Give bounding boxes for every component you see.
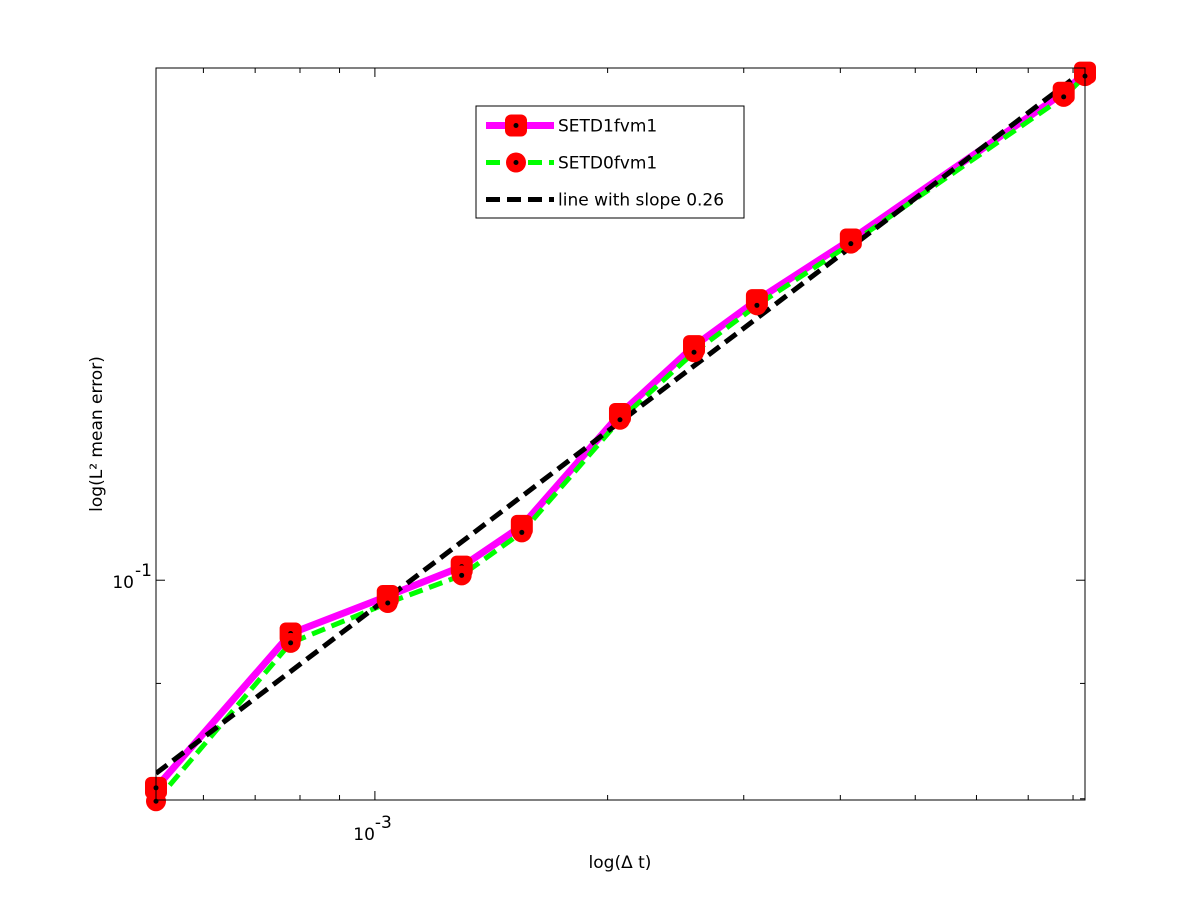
marker-center: [519, 529, 525, 535]
marker-center: [754, 302, 760, 308]
marker-center: [691, 349, 697, 355]
x-tick-label: 10: [353, 825, 375, 845]
legend: SETD1fvm1 SETD0fvm1 line with slope 0.26: [475, 105, 745, 219]
series-line: [156, 68, 1085, 776]
marker-center: [288, 640, 294, 646]
marker-center: [617, 417, 623, 423]
x-axis-label: log(Δ t): [589, 853, 652, 873]
legend-label: line with slope 0.26: [558, 191, 724, 211]
marker-center: [513, 123, 519, 128]
series: [156, 68, 1085, 776]
axes-frame: [155, 67, 1086, 801]
y-axis-label: log(L² mean error): [87, 356, 107, 512]
marker-center: [385, 600, 391, 606]
legend-label: SETD0fvm1: [558, 154, 657, 174]
marker-center: [848, 241, 854, 247]
legend-label: SETD1fvm1: [558, 117, 657, 137]
x-tick-exponent: -3: [375, 813, 392, 833]
marker-center: [459, 572, 465, 578]
y-tick-exponent: -1: [135, 561, 152, 581]
y-tick-label: 10: [112, 573, 134, 593]
marker-center: [513, 160, 519, 165]
marker-center: [1061, 94, 1067, 100]
